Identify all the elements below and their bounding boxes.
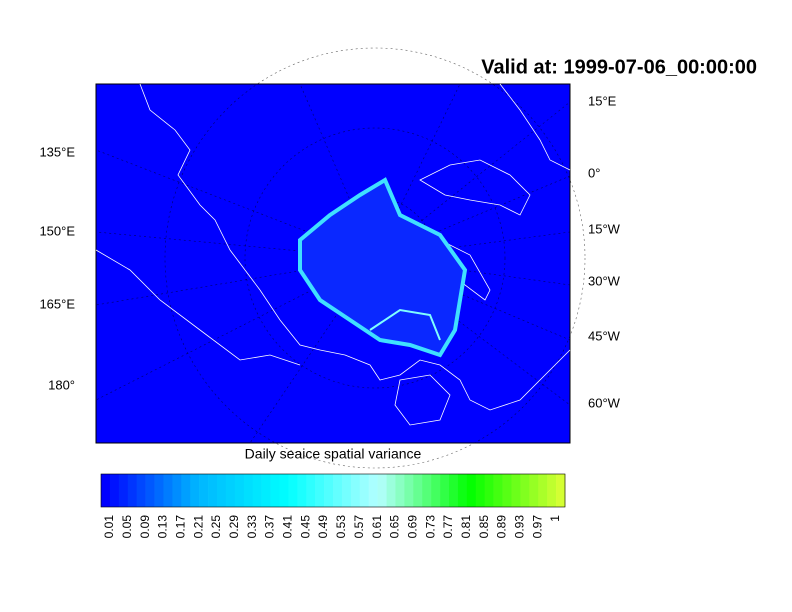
coastlines: [95, 83, 571, 426]
colorbar-tick-label: 1: [548, 515, 562, 522]
colorbar-box: [431, 474, 441, 507]
colorbar-box: [234, 474, 245, 507]
colorbar-tick-label: 0.77: [441, 515, 455, 539]
colorbar-box: [457, 474, 468, 507]
colorbar-box: [529, 474, 539, 507]
lon-label-right: 15°E: [588, 93, 617, 108]
colorbar-box: [556, 474, 566, 507]
colorbar-box: [217, 474, 227, 507]
colorbar-box: [225, 474, 236, 507]
colorbar-box: [127, 474, 137, 507]
sea-ice: [298, 177, 468, 358]
colorbar-box: [341, 474, 352, 507]
lon-label-right: 45°W: [588, 328, 621, 343]
colorbar-box: [377, 474, 387, 507]
colorbar-box: [270, 474, 280, 507]
title: Valid at: 1999-07-06_00:00:00: [481, 56, 757, 78]
colorbar-box: [154, 474, 164, 507]
colorbar-tick-label: 0.37: [263, 515, 277, 539]
colorbar-box: [208, 474, 218, 507]
colorbar-box: [101, 474, 111, 507]
colorbar-box: [243, 474, 253, 507]
colorbar-box: [199, 474, 209, 507]
colorbar-tick-label: 0.29: [227, 515, 241, 539]
map: [95, 47, 586, 469]
colorbar-box: [520, 474, 530, 507]
colorbar-tick-label: 0.33: [245, 515, 259, 539]
colorbar-tick-label: 0.41: [281, 515, 295, 539]
colorbar-box: [324, 474, 334, 507]
colorbar-box: [190, 474, 200, 507]
colorbar-box: [288, 474, 298, 507]
colorbar-box: [252, 474, 262, 507]
colorbar-tick-label: 0.05: [120, 515, 134, 539]
colorbar-tick-label: 0.65: [388, 515, 402, 539]
colorbar-box: [333, 474, 343, 507]
colorbar-box: [422, 474, 432, 507]
colorbar-tick-label: 0.97: [530, 515, 544, 539]
lon-label-left: 165°E: [39, 296, 75, 311]
colorbar-tick-label: 0.73: [423, 515, 437, 539]
colorbar-box: [386, 474, 396, 507]
colorbar-box: [440, 474, 450, 507]
colorbar-tick-label: 0.21: [191, 515, 205, 539]
lon-label-right: 15°W: [588, 221, 621, 236]
colorbar-label: Daily seaice spatial variance: [245, 446, 422, 462]
colorbar-box: [136, 474, 146, 507]
colorbar-tick-label: 0.17: [173, 515, 187, 539]
colorbar: 0.01 0.05 0.09 0.13 0.17 0.21 0.25 0.29 0.33 0.37…: [100, 473, 566, 539]
colorbar-box: [395, 474, 405, 507]
lon-label-right: 0°: [588, 165, 600, 180]
colorbar-tick-label: 0.89: [495, 515, 509, 539]
lon-label-right: 30°W: [588, 273, 621, 288]
lon-label-left: 180°: [48, 377, 75, 392]
colorbar-tick-label: 0.69: [405, 515, 419, 539]
colorbar-box: [145, 474, 155, 507]
colorbar-tick-label: 0.25: [209, 515, 223, 539]
colorbar-box: [181, 474, 191, 507]
colorbar-tick-label: 0.49: [316, 515, 330, 539]
colorbar-tick-label: 0.09: [138, 515, 152, 539]
colorbar-box: [449, 474, 459, 507]
colorbar-box: [511, 474, 521, 507]
colorbar-tick-label: 0.45: [298, 515, 312, 539]
colorbar-tick-label: 0.57: [352, 515, 366, 539]
colorbar-box: [279, 474, 289, 507]
colorbar-box: [261, 474, 271, 507]
colorbar-box: [368, 474, 378, 507]
colorbar-box: [538, 474, 548, 507]
colorbar-box: [502, 474, 512, 507]
colorbar-tick-label: 0.61: [370, 515, 384, 539]
colorbar-tick-label: 0.01: [102, 515, 116, 539]
colorbar-box: [475, 474, 485, 507]
lon-label-left: 135°E: [39, 144, 75, 159]
colorbar-tick-label: 0.85: [477, 515, 491, 539]
colorbar-box: [404, 474, 414, 507]
colorbar-tick-label: 0.13: [156, 515, 170, 539]
colorbar-box: [350, 474, 361, 507]
colorbar-box: [493, 474, 503, 507]
colorbar-box: [297, 474, 307, 507]
colorbar-box: [118, 474, 129, 507]
lon-label-right: 60°W: [588, 395, 621, 410]
colorbar-box: [172, 474, 182, 507]
colorbar-box: [484, 474, 494, 507]
colorbar-frame: [100, 473, 566, 508]
colorbar-box: [315, 474, 325, 507]
colorbar-box: [547, 474, 557, 507]
colorbar-box: [306, 474, 316, 507]
colorbar-box: [413, 474, 423, 507]
colorbar-tick-label: 0.53: [334, 515, 348, 539]
lon-label-left: 150°E: [39, 223, 75, 238]
colorbar-box: [109, 474, 120, 507]
colorbar-box: [359, 474, 369, 507]
colorbar-tick-label: 0.93: [513, 515, 527, 539]
colorbar-box: [466, 474, 477, 507]
colorbar-box: [163, 474, 173, 507]
colorbar-tick-label: 0.81: [459, 515, 473, 539]
